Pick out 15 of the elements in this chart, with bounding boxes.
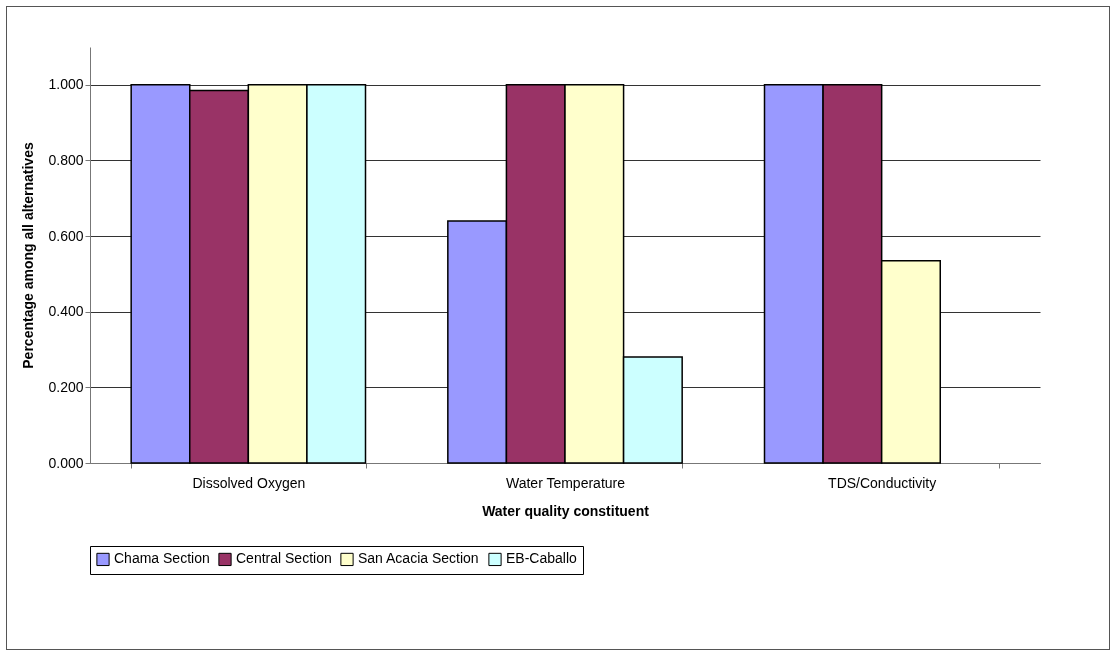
- x-tick-label: Water Temperature: [505, 474, 626, 491]
- y-tick-label: 0.200: [48, 378, 84, 395]
- y-tick-label: 0.800: [48, 151, 84, 168]
- y-tick-label: 0.000: [48, 454, 84, 471]
- legend-label: EB-Caballo: [506, 550, 578, 567]
- legend-label: Central Section: [236, 550, 332, 567]
- legend-label: Chama Section: [114, 550, 210, 567]
- x-tick-label: Dissolved Oxygen: [192, 474, 306, 491]
- legend-label: San Acacia Section: [358, 550, 479, 567]
- x-tick-label: TDS/Conductivity: [828, 474, 937, 491]
- y-tick-label: 0.600: [48, 227, 84, 244]
- y-axis-title: Percentage among all alternatives: [20, 142, 37, 369]
- y-tick-label: 0.400: [48, 303, 84, 320]
- y-tick-label: 1.000: [48, 76, 84, 93]
- x-axis-title: Water quality constituent: [482, 502, 650, 519]
